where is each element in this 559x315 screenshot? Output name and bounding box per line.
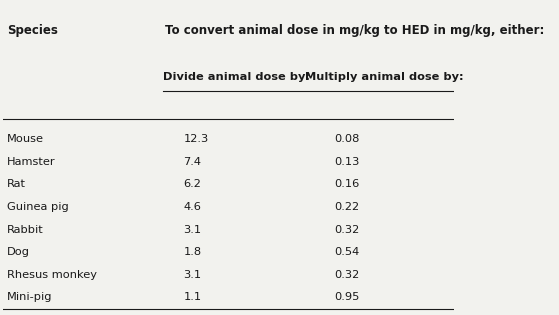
- Text: Species: Species: [7, 25, 58, 37]
- Text: Mini-pig: Mini-pig: [7, 292, 53, 302]
- Text: 7.4: 7.4: [183, 157, 201, 167]
- Text: Multiply animal dose by:: Multiply animal dose by:: [305, 72, 464, 83]
- Text: 0.95: 0.95: [334, 292, 360, 302]
- Text: 1.1: 1.1: [183, 292, 201, 302]
- Text: 12.3: 12.3: [183, 134, 209, 144]
- Text: 0.22: 0.22: [334, 202, 359, 212]
- Text: 3.1: 3.1: [183, 225, 201, 235]
- Text: 6.2: 6.2: [183, 180, 201, 189]
- Text: Rabbit: Rabbit: [7, 225, 44, 235]
- Text: 0.32: 0.32: [334, 270, 360, 280]
- Text: Hamster: Hamster: [7, 157, 56, 167]
- Text: Guinea pig: Guinea pig: [7, 202, 69, 212]
- Text: Rat: Rat: [7, 180, 26, 189]
- Text: To convert animal dose in mg/kg to HED in mg/kg, either:: To convert animal dose in mg/kg to HED i…: [165, 25, 544, 37]
- Text: 0.13: 0.13: [334, 157, 360, 167]
- Text: Mouse: Mouse: [7, 134, 44, 144]
- Text: Rhesus monkey: Rhesus monkey: [7, 270, 97, 280]
- Text: 4.6: 4.6: [183, 202, 201, 212]
- Text: Divide animal dose by:: Divide animal dose by:: [163, 72, 310, 83]
- Text: 0.16: 0.16: [334, 180, 360, 189]
- Text: 1.8: 1.8: [183, 247, 201, 257]
- Text: 0.54: 0.54: [334, 247, 360, 257]
- Text: 0.08: 0.08: [334, 134, 360, 144]
- Text: Dog: Dog: [7, 247, 30, 257]
- Text: 0.32: 0.32: [334, 225, 360, 235]
- Text: 3.1: 3.1: [183, 270, 201, 280]
